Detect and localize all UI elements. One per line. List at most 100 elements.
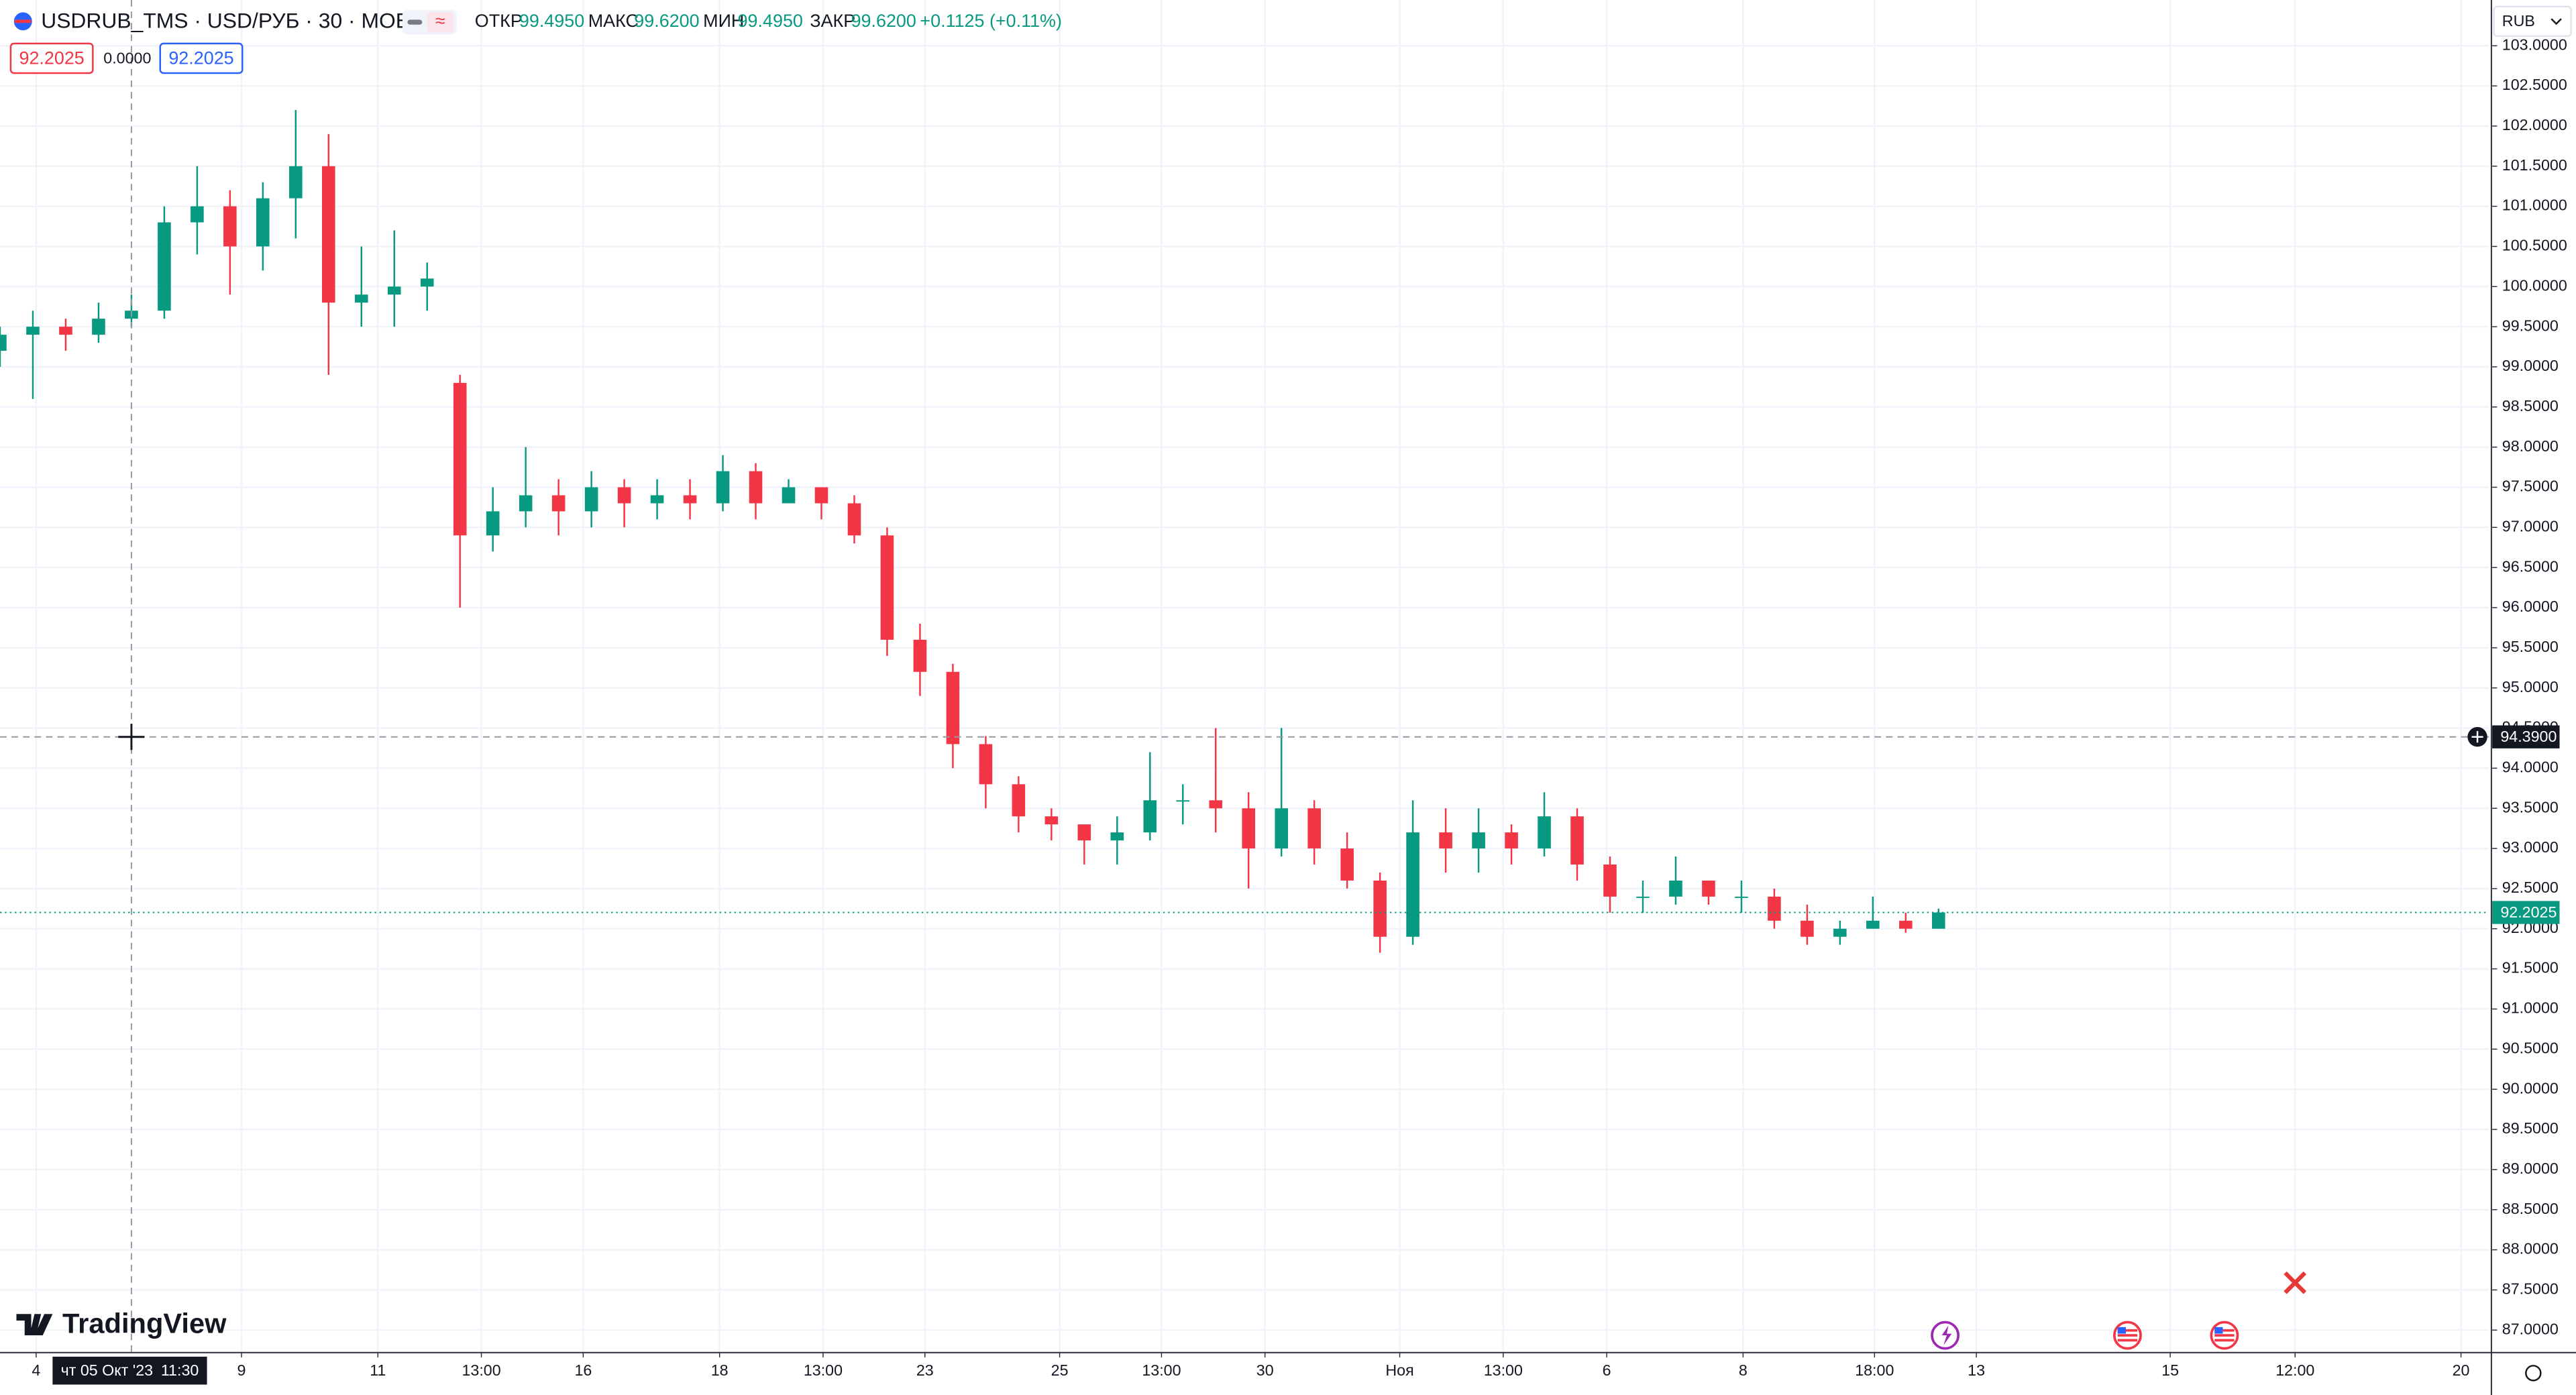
candle-body: [486, 511, 500, 536]
y-tick-label: 89.0000: [2502, 1160, 2559, 1177]
candle-body: [1209, 800, 1223, 809]
compare-button[interactable]: [427, 12, 453, 32]
candle-body: [913, 639, 927, 672]
y-tick-label: 101.0000: [2502, 197, 2567, 214]
y-tick-label: 100.0000: [2502, 276, 2567, 294]
crosshair-date-label: чт 05 Окт '23: [61, 1361, 153, 1379]
x-tick-label: 8: [1739, 1361, 1748, 1379]
candle-body: [420, 278, 434, 287]
y-tick-label: 101.5000: [2502, 156, 2567, 174]
logo-text[interactable]: TradingView: [62, 1307, 227, 1339]
candle-body: [387, 286, 401, 295]
event-icon-bolt: [1941, 1325, 1952, 1345]
currency-button[interactable]: [2493, 5, 2572, 38]
candle-body: [683, 495, 697, 504]
change-value: +0.1125 (+0.11%): [920, 11, 1062, 31]
candle-body: [1439, 832, 1452, 849]
logo-mark: [16, 1314, 53, 1336]
last-price-badge: [2492, 901, 2560, 924]
y-tick-label: 103.0000: [2502, 36, 2567, 53]
candle-body: [1702, 880, 1715, 897]
candle-body: [519, 495, 533, 512]
symbol-title[interactable]: USDRUB_TMS · USD/РУБ · 30 · MOEX: [41, 8, 424, 32]
add-alert-plus: [2471, 731, 2483, 743]
x-tick-label: 4: [32, 1361, 40, 1379]
indicator-value: 92.2025: [168, 48, 233, 68]
y-tick-label: 97.5000: [2502, 478, 2559, 495]
candle-body: [979, 744, 993, 785]
crosshair-time-label: 11:30: [161, 1361, 199, 1379]
candle-body: [1932, 912, 1945, 929]
y-tick-label: 90.5000: [2502, 1039, 2559, 1056]
ohlc-label: ЗАКР: [810, 11, 855, 31]
y-tick-label: 87.5000: [2502, 1280, 2559, 1297]
candle-body: [1866, 920, 1880, 929]
candle-body: [1143, 800, 1157, 833]
y-tick-label: 99.5000: [2502, 317, 2559, 334]
candle-body: [26, 327, 40, 335]
compare-icon: ≈: [435, 11, 445, 31]
candle-body: [1636, 896, 1650, 898]
candle-body: [191, 206, 204, 223]
candle-body: [453, 382, 467, 536]
y-tick-label: 89.5000: [2502, 1119, 2559, 1137]
candle-body: [354, 294, 368, 303]
indicator-value: 92.2025: [19, 48, 84, 68]
ohlc-label: МАКС: [588, 11, 639, 31]
candle-body: [1570, 816, 1584, 865]
candle-body: [322, 166, 335, 303]
candle-body: [551, 495, 566, 512]
x-tick-label: 25: [1051, 1361, 1069, 1379]
candle-body: [59, 327, 72, 335]
ohlc-value: 99.6200: [634, 11, 699, 31]
candle-body: [223, 206, 237, 247]
candle-body: [1603, 864, 1617, 897]
candle-body: [880, 535, 894, 640]
x-tick-label: 13:00: [804, 1361, 843, 1379]
candle-body: [1505, 832, 1518, 849]
crosshair-cursor: [118, 724, 145, 750]
candle-body: [814, 487, 828, 504]
x-tick-label: 13:00: [1484, 1361, 1523, 1379]
y-tick-label: 88.0000: [2502, 1240, 2559, 1258]
x-tick-label: Ноя: [1385, 1361, 1413, 1379]
candle-body: [1044, 816, 1059, 825]
x-tick-label: 18: [711, 1361, 729, 1379]
candle-body: [1735, 896, 1748, 898]
y-tick-label: 100.5000: [2502, 237, 2567, 254]
settings-button[interactable]: [2525, 1365, 2542, 1382]
x-tick-label: 18:00: [1855, 1361, 1894, 1379]
ohlc-value: 99.4950: [519, 11, 584, 31]
candle-body: [256, 198, 270, 247]
ohlc-label: МИН: [703, 11, 744, 31]
candle-body: [1373, 880, 1387, 937]
x-tick-label: 16: [574, 1361, 592, 1379]
y-tick-label: 88.5000: [2502, 1200, 2559, 1217]
indicator-box: [159, 42, 244, 74]
y-tick-label: 87.0000: [2502, 1320, 2559, 1337]
candle-body: [1307, 808, 1321, 849]
candle-body: [1538, 816, 1551, 849]
y-tick-label: 93.5000: [2502, 798, 2559, 816]
indicator-box: [9, 42, 94, 74]
y-tick-label: 102.0000: [2502, 116, 2567, 133]
remove-marker[interactable]: [2284, 1271, 2307, 1294]
crosshair-price-badge: [2492, 725, 2560, 748]
candle-body: [1472, 832, 1485, 849]
y-tick-label: 98.0000: [2502, 437, 2559, 455]
candle-body: [1340, 848, 1354, 881]
candle-body: [289, 166, 303, 199]
y-tick-label: 98.5000: [2502, 397, 2559, 414]
candle-body: [1406, 832, 1419, 937]
candle-body: [92, 319, 105, 335]
ohlc-value: 99.6200: [851, 11, 916, 31]
minimize-button[interactable]: [407, 19, 423, 25]
last-price-label: 92.2025: [2500, 903, 2557, 921]
candle-body: [617, 487, 631, 504]
candle-body: [584, 487, 598, 512]
y-tick-label: 97.0000: [2502, 517, 2559, 535]
candle-body: [847, 503, 861, 536]
y-tick-label: 95.5000: [2502, 638, 2559, 655]
ohlc-value: 99.4950: [738, 11, 803, 31]
